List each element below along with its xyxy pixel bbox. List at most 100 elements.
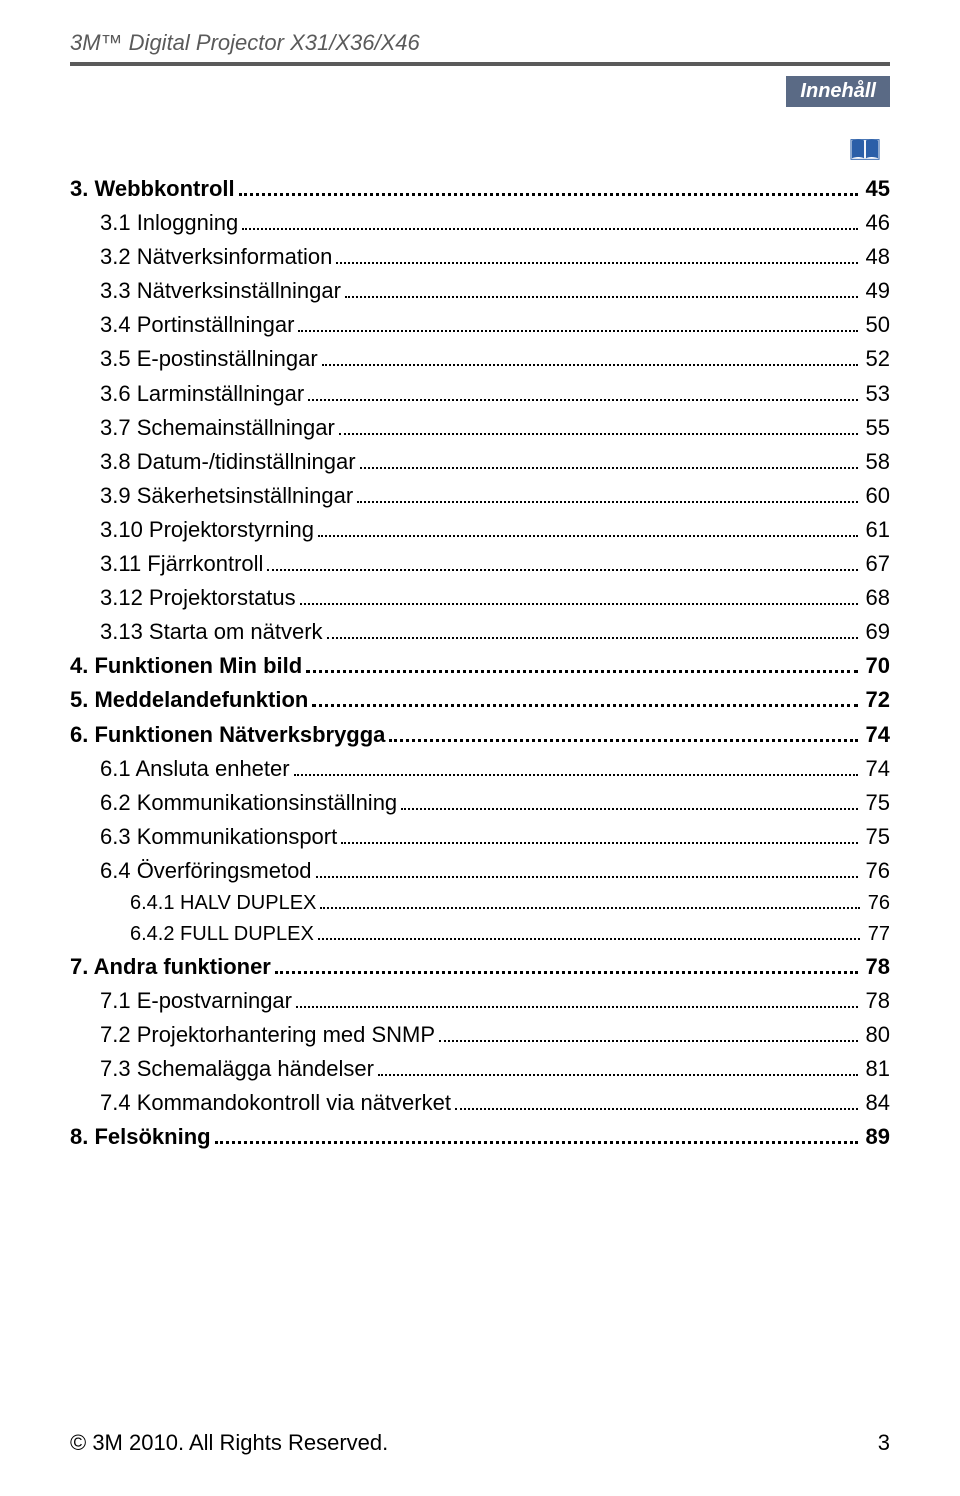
toc-row: 3.5 E-postinställningar 52	[70, 342, 890, 376]
header-divider	[70, 62, 890, 66]
toc-row: 7.4 Kommandokontroll via nätverket84	[70, 1086, 890, 1120]
toc-row: 3.11 Fjärrkontroll67	[70, 547, 890, 581]
document-title: 3M™ Digital Projector X31/X36/X46	[70, 30, 890, 56]
toc-label: 5. Meddelandefunktion	[70, 683, 308, 717]
toc-label: 8. Felsökning	[70, 1120, 211, 1154]
page-footer: © 3M 2010. All Rights Reserved. 3	[70, 1430, 890, 1456]
toc-label: 6.2 Kommunikationsinställning	[100, 786, 397, 820]
toc-label: 6.4 Överföringsmetod	[100, 854, 312, 888]
toc-row: 7.2 Projektorhantering med SNMP80	[70, 1018, 890, 1052]
toc-page: 89	[862, 1120, 890, 1154]
toc-label: 3.3 Nätverksinställningar	[100, 274, 341, 308]
toc-row: 3.1 Inloggning 46	[70, 206, 890, 240]
toc-row: 6.1 Ansluta enheter 74	[70, 752, 890, 786]
toc-label: 3. Webbkontroll	[70, 172, 235, 206]
toc-page: 61	[862, 513, 890, 547]
toc-page: 53	[862, 377, 890, 411]
toc-page: 52	[862, 342, 890, 376]
toc-page: 69	[862, 615, 890, 649]
toc-label: 3.5 E-postinställningar	[100, 342, 318, 376]
toc-row: 3.8 Datum-/tidinställningar58	[70, 445, 890, 479]
toc-label: 6.3 Kommunikationsport	[100, 820, 337, 854]
toc-leader	[339, 433, 858, 435]
toc-row: 6.3 Kommunikationsport 75	[70, 820, 890, 854]
toc-label: 3.11 Fjärrkontroll	[100, 547, 263, 581]
toc-label: 3.1 Inloggning	[100, 206, 238, 240]
toc-leader	[306, 670, 857, 673]
toc-leader	[318, 938, 860, 940]
toc-leader	[300, 603, 858, 605]
toc-page: 60	[862, 479, 890, 513]
toc-page: 70	[862, 649, 890, 683]
toc-leader	[275, 971, 858, 974]
toc-page: 76	[862, 854, 890, 888]
toc-label: 6.1 Ansluta enheter	[100, 752, 290, 786]
toc-label: 3.4 Portinställningar	[100, 308, 294, 342]
toc-row: 6.4.1 HALV DUPLEX 76	[70, 888, 890, 919]
toc-leader	[316, 876, 858, 878]
toc-page: 55	[862, 411, 890, 445]
toc-page: 45	[862, 172, 890, 206]
toc-leader	[439, 1040, 857, 1042]
toc-page: 78	[862, 984, 890, 1018]
toc-page: 77	[864, 919, 890, 950]
toc-row: 7. Andra funktioner78	[70, 950, 890, 984]
toc-leader	[215, 1141, 858, 1144]
toc-page: 76	[864, 888, 890, 919]
toc-label: 7.1 E-postvarningar	[100, 984, 292, 1018]
toc-leader	[360, 467, 858, 469]
toc-leader	[401, 808, 857, 810]
toc-leader	[357, 501, 857, 503]
toc-leader	[341, 842, 857, 844]
toc-row: 3.12 Projektorstatus 68	[70, 581, 890, 615]
toc-page: 75	[862, 786, 890, 820]
toc-leader	[322, 364, 858, 366]
toc-label: 3.9 Säkerhetsinställningar	[100, 479, 353, 513]
toc-label: 6.4.1 HALV DUPLEX	[130, 888, 316, 919]
toc-row: 5. Meddelandefunktion 72	[70, 683, 890, 717]
toc-leader	[378, 1074, 858, 1076]
toc-row: 6.2 Kommunikationsinställning 75	[70, 786, 890, 820]
toc-page: 80	[862, 1018, 890, 1052]
toc-leader	[242, 228, 857, 230]
toc-label: 3.12 Projektorstatus	[100, 581, 296, 615]
toc-page: 74	[862, 718, 890, 752]
toc-label: 4. Funktionen Min bild	[70, 649, 302, 683]
toc-page: 72	[862, 683, 890, 717]
toc-row: 7.3 Schemalägga händelser81	[70, 1052, 890, 1086]
toc-leader	[267, 569, 857, 571]
toc-page: 78	[862, 950, 890, 984]
toc-label: 7.3 Schemalägga händelser	[100, 1052, 374, 1086]
toc-page: 84	[862, 1086, 890, 1120]
toc-row: 3.3 Nätverksinställningar49	[70, 274, 890, 308]
toc-page: 75	[862, 820, 890, 854]
toc-page: 46	[862, 206, 890, 240]
toc-row: 3.13 Starta om nätverk 69	[70, 615, 890, 649]
toc-leader	[327, 637, 858, 639]
toc-row: 4. Funktionen Min bild 70	[70, 649, 890, 683]
toc-leader	[320, 907, 859, 909]
book-icon	[850, 137, 880, 166]
toc-row: 3.10 Projektorstyrning 61	[70, 513, 890, 547]
toc-page: 68	[862, 581, 890, 615]
toc-label: 6.4.2 FULL DUPLEX	[130, 919, 314, 950]
toc-row: 3.4 Portinställningar 50	[70, 308, 890, 342]
toc-label: 3.10 Projektorstyrning	[100, 513, 314, 547]
copyright-text: © 3M 2010. All Rights Reserved.	[70, 1430, 388, 1456]
toc-label: 3.13 Starta om nätverk	[100, 615, 323, 649]
toc-page: 50	[862, 308, 890, 342]
badge-row: Innehåll	[70, 76, 890, 107]
book-icon-row	[70, 137, 890, 166]
table-of-contents: 3. Webbkontroll453.1 Inloggning463.2 Nät…	[70, 172, 890, 1155]
toc-page: 74	[862, 752, 890, 786]
toc-row: 8. Felsökning 89	[70, 1120, 890, 1154]
toc-row: 3.6 Larminställningar 53	[70, 377, 890, 411]
toc-label: 3.6 Larminställningar	[100, 377, 304, 411]
page-number: 3	[878, 1430, 890, 1456]
page-container: 3M™ Digital Projector X31/X36/X46 Innehå…	[0, 0, 960, 1496]
toc-leader	[345, 296, 858, 298]
toc-label: 6. Funktionen Nätverksbrygga	[70, 718, 385, 752]
toc-label: 3.8 Datum-/tidinställningar	[100, 445, 356, 479]
toc-row: 3. Webbkontroll 45	[70, 172, 890, 206]
toc-leader	[298, 330, 857, 332]
